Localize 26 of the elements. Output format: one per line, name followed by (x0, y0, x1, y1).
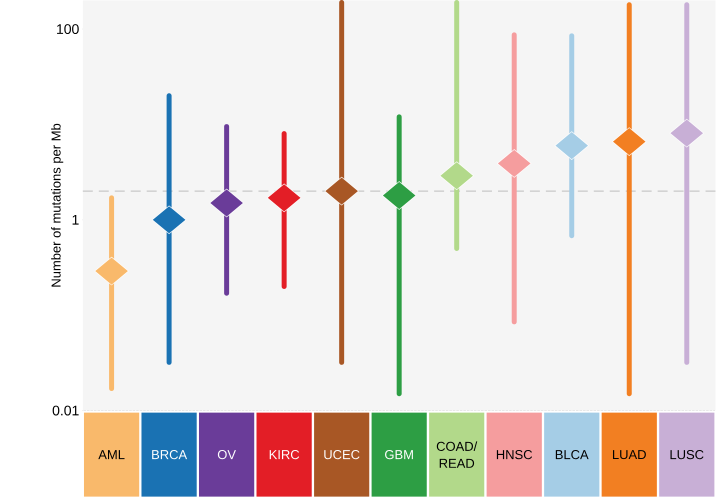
point (440, 161, 474, 190)
y-tick-label: 1 (72, 214, 79, 224)
x-tick-label: OV (218, 450, 236, 460)
y-tick-label: 0.01 (52, 405, 79, 416)
x-tick-label: COAD/ READ (436, 441, 478, 468)
point (94, 256, 129, 286)
x-tick-label: UCEC (324, 450, 360, 460)
point (210, 188, 244, 218)
x-tick-label: AML (98, 450, 125, 459)
x-tick-label: LUSC (670, 450, 704, 460)
point (554, 131, 589, 160)
x-tick-label: HNSC (496, 450, 532, 460)
y-axis-title: Number of mutations per Mb (51, 124, 64, 286)
x-tick-label: BRCA (152, 450, 188, 460)
point (670, 118, 704, 148)
point (612, 127, 646, 156)
point (324, 176, 359, 206)
point (267, 183, 302, 212)
point (497, 148, 532, 178)
x-tick-label: LUAD (612, 450, 646, 459)
x-tick-label: KIRC (270, 450, 300, 460)
x-tick-label: BLCA (556, 450, 589, 460)
point (382, 181, 416, 210)
x-tick-label: GBM (385, 450, 413, 460)
y-tick-label: 100 (57, 24, 79, 34)
point (152, 205, 186, 234)
